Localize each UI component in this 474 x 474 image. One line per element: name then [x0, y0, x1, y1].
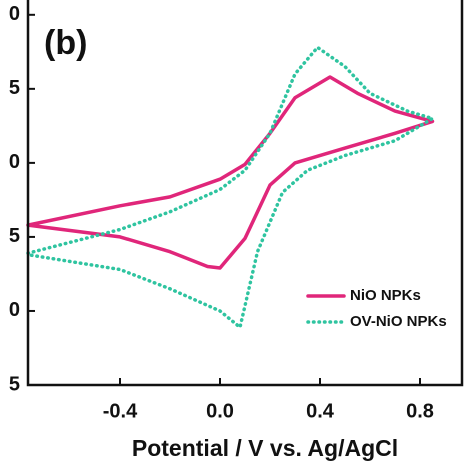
plot-frame: [26, 0, 464, 387]
x-tick-label: 0.0: [206, 400, 234, 422]
x-tick-label: 0.8: [406, 400, 434, 422]
x-tick-label: -0.4: [103, 400, 138, 422]
y-tick-label: 0: [9, 299, 20, 321]
legend-label: NiO NPKs: [350, 287, 421, 304]
y-tick-label: 5: [9, 225, 20, 247]
cv-curve: [26, 45, 435, 330]
y-tick-label: 0: [9, 3, 20, 25]
y-tick-label: 5: [9, 373, 20, 395]
y-tick-label: 0: [9, 151, 20, 173]
y-tick-label: 5: [9, 77, 20, 99]
panel-label: (b): [44, 24, 87, 62]
x-tick-label: 0.4: [306, 400, 335, 422]
legend-label: OV-NiO NPKs: [350, 313, 447, 330]
x-axis-label: Potential / V vs. Ag/AgCl: [132, 435, 398, 461]
cv-curve: [26, 75, 435, 270]
